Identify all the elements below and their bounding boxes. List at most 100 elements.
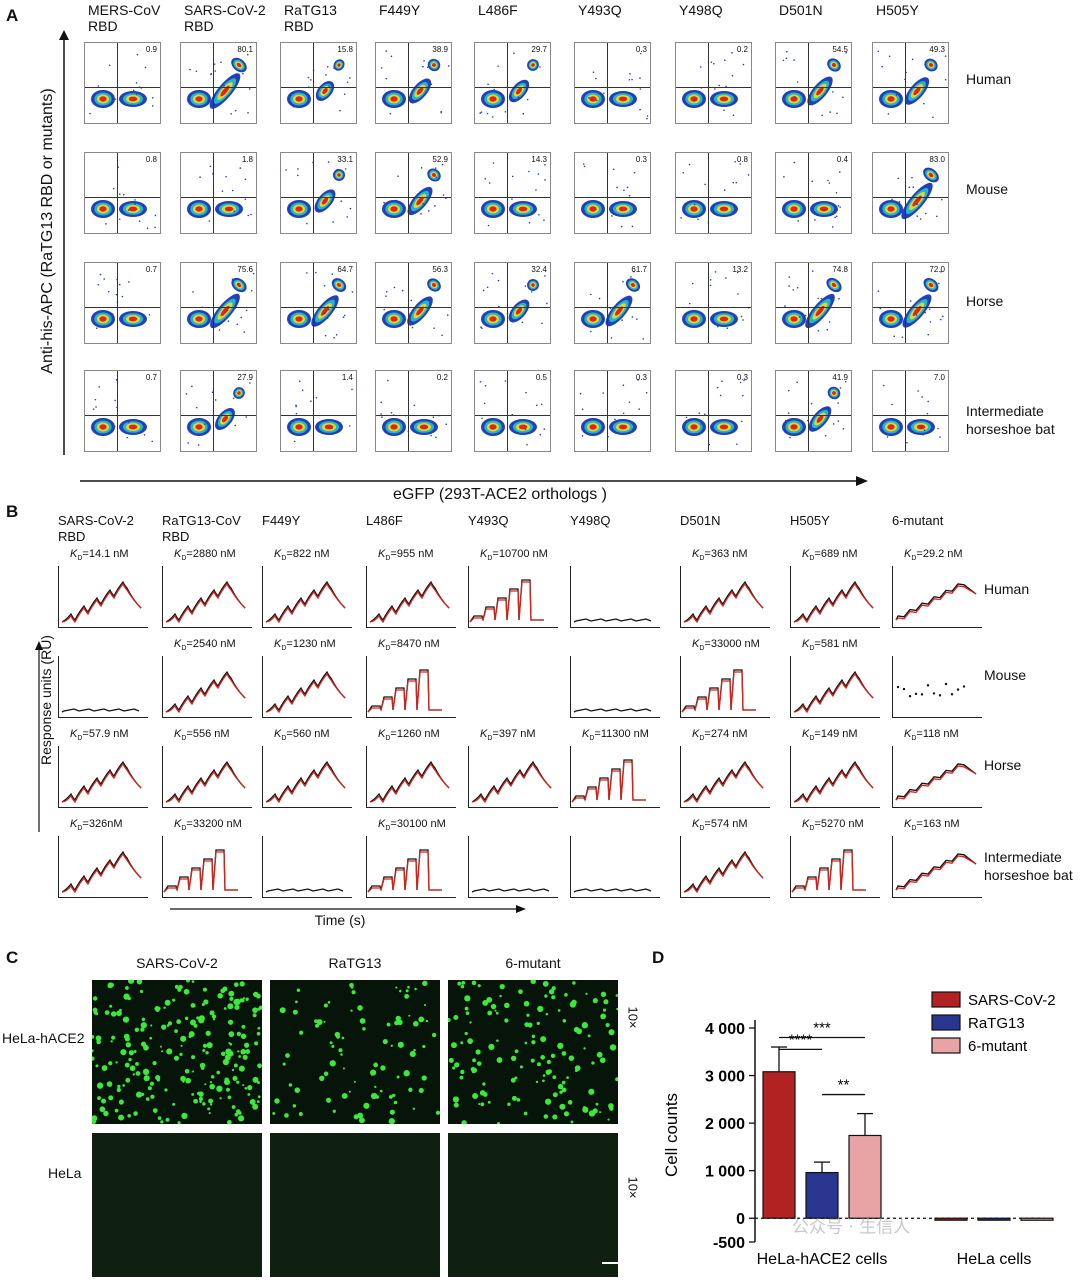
quadrant-percentage: 64.7 xyxy=(337,265,353,274)
col-header-line1: L486F xyxy=(366,513,403,528)
col-header-line1: MERS-CoV xyxy=(88,2,161,18)
y-tick-label: -500 xyxy=(713,1235,745,1252)
panel-b-col-header: D501N xyxy=(680,513,720,529)
quadrant-percentage: 0.8 xyxy=(145,155,157,164)
panel-b-col-header: H505Y xyxy=(790,513,830,529)
spr-sensorgram xyxy=(680,564,770,628)
flow-plot: 14.3 xyxy=(474,152,551,234)
flow-plot: 52.9 xyxy=(375,152,452,234)
fluorescence-micrograph xyxy=(92,1133,262,1277)
kd-number: 118 nM xyxy=(922,728,959,740)
flow-plot: 38.9 xyxy=(375,42,452,124)
fluorescence-micrograph xyxy=(270,980,440,1124)
flow-plot: 75.6 xyxy=(180,262,257,344)
kd-symbol: KD= xyxy=(174,638,193,653)
col-header-line2: RBD xyxy=(58,529,86,544)
kd-symbol: KD= xyxy=(378,818,397,833)
panel-c-col-header: RaTG13 xyxy=(328,955,382,971)
flow-density xyxy=(782,380,847,439)
col-header-line2: RBD xyxy=(162,529,190,544)
flow-plot: 61.7 xyxy=(574,262,651,344)
kd-number: 326nM xyxy=(88,818,123,830)
legend-label: SARS-CoV-2 xyxy=(968,992,1056,1009)
quadrant-percentage: 27.9 xyxy=(237,373,253,382)
flow-plot: 0.5 xyxy=(474,370,551,452)
panel-a-col-header: MERS-CoV RBD xyxy=(88,2,160,34)
flow-plot: 0.8 xyxy=(675,152,752,234)
fluorescence-micrograph xyxy=(270,1133,440,1277)
flow-plot: 1.8 xyxy=(180,152,257,234)
flow-plot: 0.2 xyxy=(675,42,752,124)
kd-number: 574 nM xyxy=(710,818,748,830)
flow-density xyxy=(187,53,251,115)
legend-swatch xyxy=(931,1014,961,1031)
flow-density xyxy=(581,270,645,340)
quadrant-percentage: 38.9 xyxy=(432,45,448,54)
kd-symbol: KD= xyxy=(692,728,711,743)
kd-value: KD=689 nM xyxy=(802,548,858,562)
kd-value: KD=2880 nM xyxy=(174,548,236,562)
kd-value: KD=955 nM xyxy=(378,548,434,562)
col-header-line1: F449Y xyxy=(262,513,301,528)
spr-sensorgram xyxy=(468,564,558,628)
kd-number: 397 nM xyxy=(498,728,536,740)
kd-value: KD=33000 nM xyxy=(692,638,760,652)
spr-sensorgram xyxy=(570,744,660,808)
panel-c-row-label: HeLa xyxy=(48,1165,82,1181)
panel-b-col-header: Y493Q xyxy=(468,513,508,529)
spr-sensorgram xyxy=(366,564,456,628)
flow-density xyxy=(382,278,449,337)
spr-sensorgram xyxy=(162,834,252,898)
flow-plot: 41.9 xyxy=(775,370,852,452)
panel-a-y-label: Anti-his-APC (RaTG13 RBD or mutants) xyxy=(39,88,56,374)
kd-value: KD=118 nM xyxy=(904,728,959,742)
flow-plot: 49.3 xyxy=(872,42,949,124)
quadrant-percentage: 80.1 xyxy=(237,45,253,54)
flow-density xyxy=(380,379,448,439)
bar xyxy=(848,1134,882,1219)
kd-number: 10700 nM xyxy=(498,548,548,560)
significance-stars: *** xyxy=(813,1020,831,1037)
fluorescence-micrograph xyxy=(448,1133,618,1277)
spr-sensorgram xyxy=(262,654,352,718)
legend-swatch xyxy=(931,1037,961,1054)
bar xyxy=(934,1217,968,1221)
spr-sensorgram xyxy=(570,564,660,628)
panel-a-row-label: Human xyxy=(966,71,1012,87)
quadrant-percentage: 49.3 xyxy=(929,45,945,54)
panel-a-col-header: Y493Q xyxy=(578,2,622,18)
spr-sensorgram xyxy=(366,834,456,898)
spr-sensorgram xyxy=(262,744,352,808)
y-tick-label: 3 000 xyxy=(705,1069,745,1086)
kd-value: KD=8470 nM xyxy=(378,638,440,652)
kd-value: KD=11300 nM xyxy=(582,728,649,742)
kd-value: KD=581 nM xyxy=(802,638,858,652)
kd-value: KD=556 nM xyxy=(174,728,230,742)
spr-sensorgram xyxy=(680,654,770,718)
col-header-line1: SARS-CoV-2 xyxy=(58,513,134,528)
col-header-line1: D501N xyxy=(779,2,823,18)
kd-number: 149 nM xyxy=(820,728,858,740)
flow-plot: 29.7 xyxy=(474,42,551,124)
flow-plot: 64.7 xyxy=(280,262,357,344)
kd-symbol: KD= xyxy=(582,728,601,743)
kd-symbol: KD= xyxy=(802,548,821,563)
quadrant-percentage: 14.3 xyxy=(531,155,547,164)
kd-value: KD=1260 nM xyxy=(378,728,440,742)
kd-symbol: KD= xyxy=(692,818,711,833)
col-header-line1: Y493Q xyxy=(578,2,622,18)
kd-number: 689 nM xyxy=(820,548,858,560)
y-tick-label: 4 000 xyxy=(705,1021,745,1038)
panel-d-letter: D xyxy=(652,948,665,967)
kd-symbol: KD= xyxy=(904,548,923,563)
panel-a-letter: A xyxy=(6,6,19,25)
kd-number: 822 nM xyxy=(292,548,330,560)
kd-value: KD=10700 nM xyxy=(480,548,548,562)
flow-plot: 56.3 xyxy=(375,262,452,344)
panel-d-chart: 4 000 3 000 2 000 1 000 0 -500 Cell counts HeLa… xyxy=(662,991,1056,1268)
col-header-line1: RaTG13 xyxy=(284,2,337,18)
flow-plot: 74.8 xyxy=(775,262,852,344)
kd-number: 2880 nM xyxy=(192,548,236,560)
legend-label: 6-mutant xyxy=(968,1038,1028,1055)
spr-sensorgram xyxy=(570,654,660,718)
